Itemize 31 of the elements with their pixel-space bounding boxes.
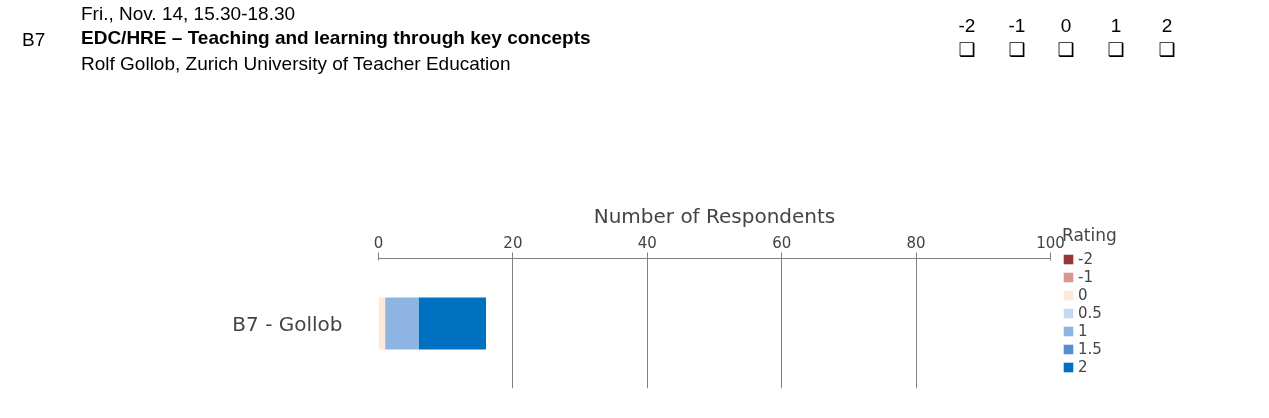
x-tick-label: 40 xyxy=(637,233,657,252)
bar xyxy=(418,297,487,350)
text: 2 xyxy=(1160,14,1174,38)
text: ❑ xyxy=(1157,37,1177,62)
legend-label: 0.5 xyxy=(1078,304,1102,322)
bar xyxy=(385,297,419,350)
text: B7 xyxy=(22,28,46,52)
text: 0 xyxy=(1059,14,1073,38)
legend-label: 1 xyxy=(1078,322,1089,340)
text: -1 xyxy=(1007,14,1027,38)
legend-label: 2 xyxy=(1078,358,1089,376)
legend-label: 0 xyxy=(1078,286,1089,304)
text: ❑ xyxy=(1106,37,1126,62)
text: ❑ xyxy=(957,37,977,62)
x-tick-label: 0 xyxy=(373,233,384,252)
text: -2 xyxy=(957,14,977,38)
x-tick-label: 80 xyxy=(906,233,926,252)
x-tick-label: 20 xyxy=(503,233,523,252)
text: ❑ xyxy=(1007,37,1027,62)
text: ❑ xyxy=(1056,37,1076,62)
text: Fri., Nov. 14, 15.30-18.30 xyxy=(81,2,296,26)
legend-label: -1 xyxy=(1078,268,1094,286)
text: 1 xyxy=(1109,14,1123,38)
x-tick-label: 60 xyxy=(772,233,792,252)
legend-label: 1.5 xyxy=(1078,340,1102,358)
chart-title: EDC/HRE – Teaching and learning through key concepts xyxy=(81,26,591,50)
legend-title: Rating xyxy=(1062,225,1117,245)
y-tick-label: B7 - Gollob xyxy=(232,311,343,336)
legend-label: -2 xyxy=(1078,250,1094,268)
chart-subtitle: Rolf Gollob, Zurich University of Teacher Education xyxy=(81,52,511,76)
x-axis-title: Number of Respondents xyxy=(593,203,836,228)
